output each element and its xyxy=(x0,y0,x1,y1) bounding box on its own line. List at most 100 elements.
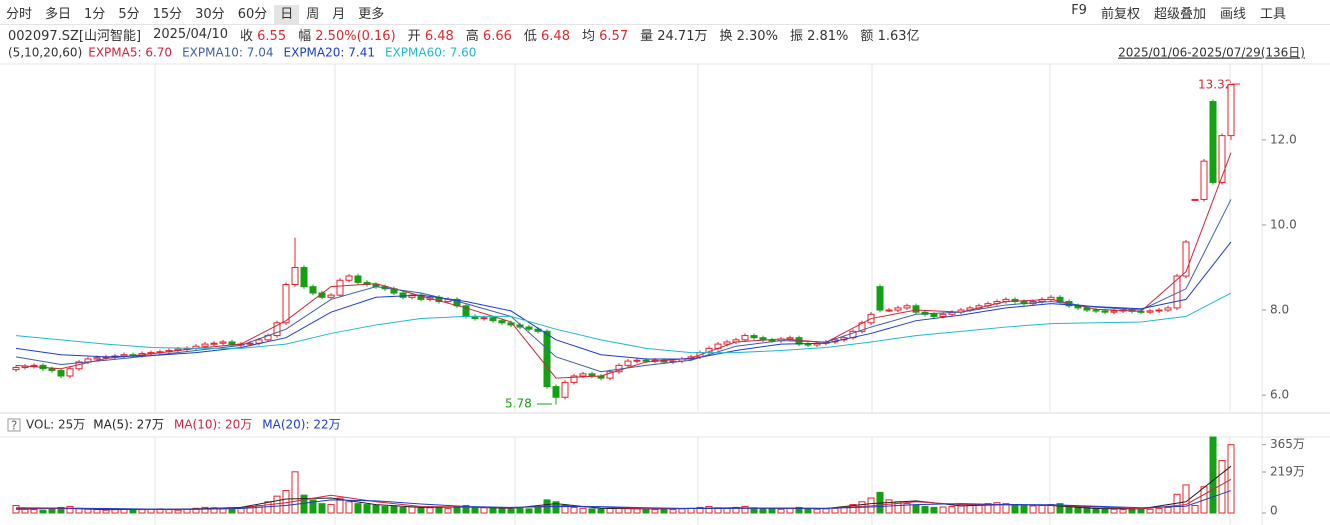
volume-bar xyxy=(1038,505,1046,514)
volume-bar xyxy=(1110,508,1118,514)
toolbar: 分时 多日 1分 5分 15分 30分 60分日周月更多 F9 前复权 超级叠加 画线 工具 xyxy=(0,0,1330,25)
y-tick-label: 0 xyxy=(1270,504,1278,518)
tab[interactable]: 日 xyxy=(274,4,300,24)
tool-button[interactable]: 画线 xyxy=(1219,6,1246,22)
volume-bar xyxy=(804,508,812,514)
date: 2025/04/10 xyxy=(153,26,228,42)
tool-button[interactable]: 工具 xyxy=(1259,6,1286,22)
candle-body xyxy=(750,335,758,339)
info-value: 6.48 xyxy=(424,28,454,44)
volume-bar xyxy=(1128,508,1136,514)
tab[interactable]: 月 xyxy=(332,6,346,22)
volume-bar xyxy=(291,471,299,514)
tab[interactable]: 更多 xyxy=(358,6,385,22)
tools: F9 前复权 超级叠加 画线 工具 xyxy=(1071,3,1286,22)
candle-body xyxy=(1218,135,1226,183)
volume-bar xyxy=(831,507,839,514)
help-icon[interactable] xyxy=(7,418,21,432)
volume-bar xyxy=(705,505,713,514)
volume-bar xyxy=(435,506,443,514)
tab[interactable]: 1分 xyxy=(84,6,106,22)
y-tick-label: 8.0 xyxy=(1270,303,1289,317)
volume-bar xyxy=(606,507,614,514)
tool-button[interactable]: 前复权 xyxy=(1100,6,1140,22)
volume-bar xyxy=(516,507,524,514)
volume-bar xyxy=(1227,444,1235,514)
volume-bar xyxy=(1218,460,1226,514)
annotation: 5.78 xyxy=(505,397,532,411)
info-row: 002097.SZ[山河智能] 2025/04/10 收 6.55 幅 2.50%(0… xyxy=(8,24,920,44)
volume-bar xyxy=(777,508,785,514)
volume-bar xyxy=(1119,509,1127,514)
tab[interactable]: 15分 xyxy=(152,6,183,22)
volume-bar xyxy=(984,503,992,514)
info-item: 换 2.30% xyxy=(719,25,777,44)
volume-bar xyxy=(1137,508,1145,514)
candle-body xyxy=(876,286,884,311)
candle-body xyxy=(543,330,551,388)
candle-body xyxy=(1092,309,1100,312)
volume-bar xyxy=(993,502,1001,514)
info-label: 换 xyxy=(719,28,733,44)
candle-body xyxy=(912,305,920,313)
volume-bar xyxy=(642,508,650,514)
candle-body xyxy=(291,267,299,286)
volume-bar xyxy=(390,505,398,514)
legend-entry: MA(20): 22万 xyxy=(262,418,340,432)
candle-body xyxy=(552,386,560,398)
volume-bar xyxy=(678,508,686,514)
volume-bar xyxy=(669,509,677,514)
candle-body xyxy=(741,335,749,341)
candle-body xyxy=(570,375,578,383)
tab[interactable]: 5分 xyxy=(118,6,140,22)
volume-bar xyxy=(795,506,803,514)
tool-button[interactable]: 超级叠加 xyxy=(1153,6,1206,22)
volume-bar xyxy=(192,507,200,514)
info-value: 6.55 xyxy=(257,28,287,44)
volume-bar xyxy=(444,507,452,514)
volume-bar xyxy=(1209,436,1217,514)
candle-body xyxy=(498,320,506,324)
ma-line xyxy=(15,465,1232,511)
volume-bar xyxy=(408,506,416,514)
tab[interactable]: 周 xyxy=(306,6,320,22)
candle-body xyxy=(1146,310,1154,313)
volume-bar xyxy=(579,507,587,514)
candle-body xyxy=(12,366,20,371)
volume-bar xyxy=(534,506,542,514)
volume-bar xyxy=(768,508,776,514)
candle-body xyxy=(489,317,497,322)
info-label: 均 xyxy=(581,28,595,44)
volume-bar xyxy=(1101,508,1109,514)
tab[interactable]: 分时 xyxy=(6,6,33,22)
tab[interactable]: 60分 xyxy=(237,6,268,22)
candle-body xyxy=(1191,198,1199,201)
tab[interactable]: 30分 xyxy=(195,6,225,22)
volume-bar xyxy=(957,505,965,514)
candle-body xyxy=(219,341,227,344)
info-label: 开 xyxy=(407,28,421,44)
help-icon[interactable]: ? xyxy=(11,419,17,433)
tool-button[interactable]: F9 xyxy=(1071,2,1087,18)
info-item: 量 24.71万 xyxy=(640,25,707,44)
volume-bar xyxy=(939,506,947,514)
candle-body xyxy=(507,322,515,326)
code: 002097.SZ[山河智能] xyxy=(8,28,142,44)
candle-body xyxy=(201,343,209,347)
candle-body xyxy=(1110,310,1118,313)
volume-bar xyxy=(786,507,794,514)
info-value: 6.66 xyxy=(482,28,512,44)
candle-body xyxy=(624,360,632,366)
tab[interactable]: 多日 xyxy=(45,6,72,22)
volume-bar xyxy=(363,504,371,514)
info-item: 开 6.48 xyxy=(408,25,454,44)
candle-body xyxy=(894,307,902,311)
volume-bar xyxy=(1029,505,1037,514)
candle-body xyxy=(273,322,281,337)
volume-bar xyxy=(336,497,344,514)
candle-body xyxy=(930,313,938,317)
volume-bar xyxy=(507,508,515,514)
volume-bar xyxy=(1083,506,1091,514)
y-tick-label: 10.0 xyxy=(1270,217,1297,231)
